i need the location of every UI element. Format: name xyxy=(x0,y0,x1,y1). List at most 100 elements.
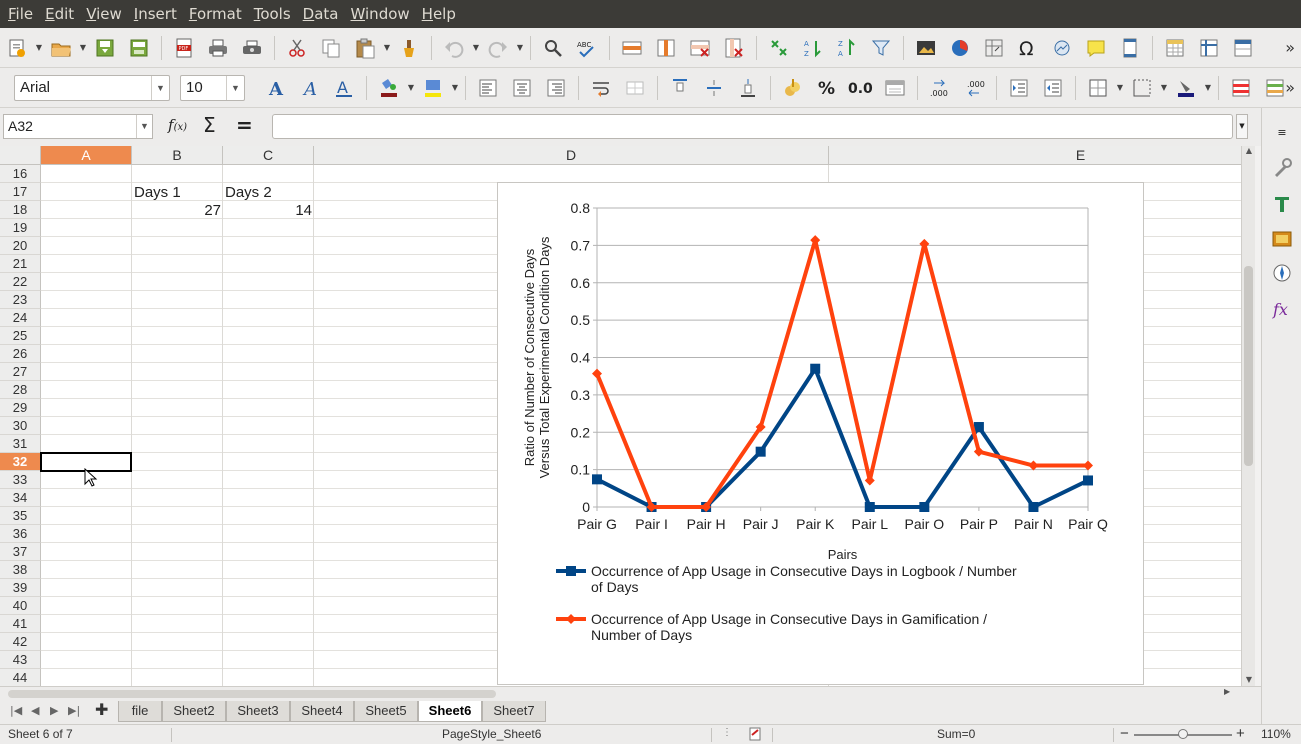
menu-help[interactable]: Help xyxy=(421,5,456,23)
row-header-21[interactable]: 21 xyxy=(0,255,41,273)
horizontal-scrollbar[interactable]: ▶ xyxy=(0,687,1241,701)
row-header-24[interactable]: 24 xyxy=(0,309,41,327)
print-preview-icon[interactable] xyxy=(237,33,267,63)
row-header-42[interactable]: 42 xyxy=(0,633,41,651)
row-header-17[interactable]: 17 xyxy=(0,183,41,201)
sheet-tab-file[interactable]: file xyxy=(118,701,162,722)
open-dropdown-icon[interactable]: ▼ xyxy=(79,43,87,52)
print-icon[interactable] xyxy=(203,33,233,63)
save-as-icon[interactable] xyxy=(124,33,154,63)
row-header-31[interactable]: 31 xyxy=(0,435,41,453)
add-sheet-icon[interactable]: ✚ xyxy=(95,700,109,719)
vertical-scrollbar[interactable]: ▲ ▼ xyxy=(1241,146,1255,686)
zoom-level[interactable]: 110% xyxy=(1261,727,1291,741)
special-character-icon[interactable]: Ω xyxy=(1013,33,1043,63)
font-size-box[interactable]: 10 ▼ xyxy=(180,74,245,101)
save-icon[interactable] xyxy=(90,33,120,63)
bold-icon[interactable]: A xyxy=(261,73,291,103)
new-document-icon[interactable] xyxy=(2,33,32,63)
row-header-22[interactable]: 22 xyxy=(0,273,41,291)
currency-format-icon[interactable] xyxy=(778,73,808,103)
row-header-40[interactable]: 40 xyxy=(0,597,41,615)
row-header-44[interactable]: 44 xyxy=(0,669,41,686)
menu-view[interactable]: View xyxy=(86,5,122,23)
sort-icon[interactable] xyxy=(764,33,794,63)
background-color-dropdown-icon[interactable]: ▼ xyxy=(451,83,459,92)
clone-formatting-icon[interactable] xyxy=(394,33,424,63)
row-header-36[interactable]: 36 xyxy=(0,525,41,543)
zoom-out-button[interactable]: − xyxy=(1120,725,1129,742)
row-header-41[interactable]: 41 xyxy=(0,615,41,633)
hyperlink-icon[interactable] xyxy=(1047,33,1077,63)
autofilter-icon[interactable] xyxy=(866,33,896,63)
find-replace-icon[interactable] xyxy=(538,33,568,63)
sheet-tab-sheet2[interactable]: Sheet2 xyxy=(162,701,226,722)
row-header-19[interactable]: 19 xyxy=(0,219,41,237)
define-print-area-icon[interactable] xyxy=(1160,33,1190,63)
font-name-box[interactable]: Arial ▼ xyxy=(14,74,170,101)
sheet-tab-sheet4[interactable]: Sheet4 xyxy=(290,701,354,722)
menu-format[interactable]: Format xyxy=(188,5,242,23)
paste-dropdown-icon[interactable]: ▼ xyxy=(383,43,391,52)
export-pdf-icon[interactable]: PDF xyxy=(169,33,199,63)
properties-icon[interactable] xyxy=(1270,156,1294,180)
undo-dropdown-icon[interactable]: ▼ xyxy=(472,43,480,52)
font-color-icon[interactable] xyxy=(374,73,404,103)
align-center-icon[interactable] xyxy=(507,73,537,103)
functions-icon[interactable]: fx xyxy=(1270,296,1294,320)
first-sheet-icon[interactable]: |◀ xyxy=(10,704,23,717)
spreadsheet-grid[interactable]: 0 0.1 0.2 0.3 0.4 0.5 0.6 0.7 0.8 Pair G Pair I Pai… xyxy=(0,146,1241,686)
menu-file[interactable]: File xyxy=(8,5,34,23)
expand-formula-icon[interactable]: ▼ xyxy=(1236,114,1248,139)
row-header-29[interactable]: 29 xyxy=(0,399,41,417)
row-header-35[interactable]: 35 xyxy=(0,507,41,525)
italic-icon[interactable]: A xyxy=(295,73,325,103)
sheet-tab-sheet7[interactable]: Sheet7 xyxy=(482,701,546,722)
chevron-down-icon[interactable]: ▼ xyxy=(151,75,169,100)
paste-icon[interactable] xyxy=(350,33,380,63)
borders-icon[interactable] xyxy=(1083,73,1113,103)
formula-input[interactable] xyxy=(272,114,1233,139)
row-header-37[interactable]: 37 xyxy=(0,543,41,561)
row-header-30[interactable]: 30 xyxy=(0,417,41,435)
menu-edit[interactable]: Edit xyxy=(45,5,75,23)
row-header-32[interactable]: 32 xyxy=(0,453,41,471)
copy-icon[interactable] xyxy=(316,33,346,63)
cell-c17[interactable]: Days 2 xyxy=(225,184,272,201)
sum-icon[interactable]: Σ xyxy=(203,113,216,137)
zoom-in-button[interactable]: + xyxy=(1236,725,1245,742)
redo-icon[interactable] xyxy=(483,33,513,63)
vertical-scroll-thumb[interactable] xyxy=(1244,266,1253,466)
redo-dropdown-icon[interactable]: ▼ xyxy=(516,43,524,52)
row-header-18[interactable]: 18 xyxy=(0,201,41,219)
function-wizard-icon[interactable]: f(x) xyxy=(168,116,188,134)
add-decimal-icon[interactable]: .000 xyxy=(925,73,955,103)
freeze-rows-columns-icon[interactable] xyxy=(1194,33,1224,63)
insert-chart-icon[interactable] xyxy=(945,33,975,63)
select-all-corner[interactable] xyxy=(0,146,41,165)
toolbar-overflow-icon[interactable]: » xyxy=(1285,78,1295,97)
row-header-25[interactable]: 25 xyxy=(0,327,41,345)
row-header-34[interactable]: 34 xyxy=(0,489,41,507)
row-header-43[interactable]: 43 xyxy=(0,651,41,669)
column-header-a[interactable]: A xyxy=(41,146,132,165)
headers-footers-icon[interactable] xyxy=(1115,33,1145,63)
toolbar-overflow-icon[interactable]: » xyxy=(1285,38,1295,57)
sheet-tab-sheet5[interactable]: Sheet5 xyxy=(354,701,418,722)
font-color-dropdown-icon[interactable]: ▼ xyxy=(407,83,415,92)
last-sheet-icon[interactable]: ▶| xyxy=(68,704,81,717)
border-style-icon[interactable] xyxy=(1127,73,1157,103)
chevron-down-icon[interactable]: ▼ xyxy=(226,75,244,100)
percent-format-icon[interactable]: % xyxy=(812,73,842,103)
menu-tools[interactable]: Tools xyxy=(253,5,291,23)
color-scale-icon[interactable] xyxy=(1260,73,1290,103)
horizontal-scroll-thumb[interactable] xyxy=(8,690,496,698)
new-dropdown-icon[interactable]: ▼ xyxy=(35,43,43,52)
row-header-33[interactable]: 33 xyxy=(0,471,41,489)
comment-icon[interactable] xyxy=(1081,33,1111,63)
number-format-icon[interactable]: 0.0 xyxy=(846,73,876,103)
cell-b17[interactable]: Days 1 xyxy=(134,184,181,201)
border-color-dropdown-icon[interactable]: ▼ xyxy=(1204,83,1212,92)
